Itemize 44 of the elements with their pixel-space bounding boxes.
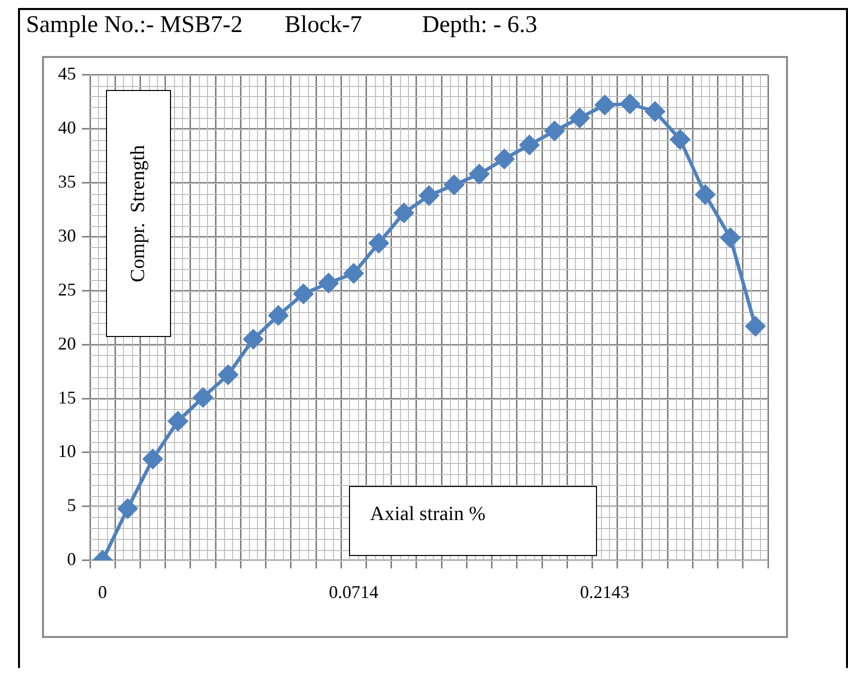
point: [394, 203, 414, 223]
point: [143, 449, 163, 469]
point: [369, 233, 389, 253]
point: [544, 121, 564, 141]
point: [268, 306, 288, 326]
x-tick-label: 0.2143: [580, 582, 630, 602]
point: [344, 264, 364, 284]
point: [570, 108, 590, 128]
point: [595, 95, 615, 115]
y-tick-label: 25: [58, 279, 76, 300]
point: [620, 94, 640, 114]
y-tick-label: 10: [58, 441, 76, 462]
point: [720, 228, 740, 248]
point: [419, 186, 439, 206]
y-tick-label: 0: [67, 549, 76, 570]
y-axis-title: Compr. Strength: [127, 144, 150, 282]
y-tick-label: 15: [58, 387, 76, 408]
point: [118, 498, 138, 518]
point: [494, 149, 514, 169]
point: [444, 175, 464, 195]
x-axis-title: Axial strain %: [370, 503, 486, 526]
point: [695, 184, 715, 204]
point: [294, 284, 314, 304]
chart-title: Sample No.:- MSB7-2 Block-7 Depth: - 6.3: [26, 12, 538, 39]
point: [218, 365, 238, 385]
y-tick-label: 35: [58, 171, 76, 192]
y-tick-label: 20: [58, 333, 76, 354]
point: [670, 130, 690, 150]
point: [469, 164, 489, 184]
y-tick-label: 5: [67, 495, 76, 516]
text-box: Axial strain %: [349, 486, 597, 556]
y-tick-label: 45: [58, 64, 76, 84]
point: [318, 273, 338, 293]
point: [243, 329, 263, 349]
point: [520, 135, 540, 155]
point: [168, 411, 188, 431]
point: [193, 388, 213, 408]
text-box: Compr. Strength: [106, 90, 171, 337]
point: [645, 102, 665, 122]
y-tick-label: 40: [58, 117, 76, 138]
y-tick-label: 30: [58, 225, 76, 246]
x-tick-label: 0: [98, 582, 108, 602]
point: [746, 316, 766, 336]
x-tick-label: 0.0714: [328, 582, 378, 602]
